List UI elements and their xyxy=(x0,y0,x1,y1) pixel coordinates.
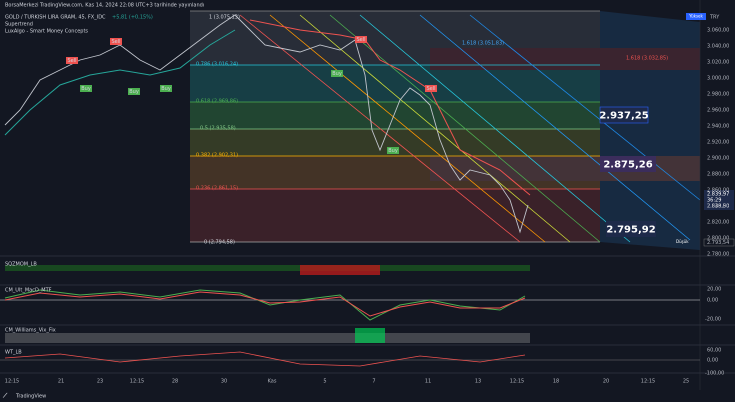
time-tick-label: 25 xyxy=(683,379,689,385)
pane-tick: 0,00 xyxy=(707,358,718,364)
pane-tick: 0,00 xyxy=(707,298,718,304)
currency: TRY xyxy=(709,15,720,21)
price-tick-label: 3.000,00 xyxy=(707,76,729,82)
low-value: 2.793,54 xyxy=(707,240,729,246)
pane-title: CM_Williams_Vix_Fix xyxy=(5,328,56,334)
fib-label: 0.786 (3.016,24) xyxy=(196,62,238,68)
price-axis: TRY Yüksek Düşük 2.793,54 2.839,97 36:29… xyxy=(676,0,735,390)
price-tick-label: 3.040,00 xyxy=(707,44,729,50)
price-tick-label: 2.920,00 xyxy=(707,140,729,146)
supertrend-down xyxy=(249,19,531,196)
extension-label: 1.618 (3.032,85) xyxy=(626,56,668,62)
indicator-panes: SQZMOM_LB CM_Ult_MacD_MTF CM_Williams_Vi… xyxy=(0,255,735,377)
time-tick-label: 12:15 xyxy=(510,379,524,385)
sell-signal: Sell xyxy=(67,58,76,64)
price-tick-label: 3.060,00 xyxy=(707,28,729,34)
pane-title: SQZMOM_LB xyxy=(5,262,37,268)
buy-signal: Buy xyxy=(81,86,91,92)
price-tick-label: 2.840,00 xyxy=(707,204,729,210)
pane-tick: 60,00 xyxy=(707,348,721,354)
price-tick-label: 2.900,00 xyxy=(707,156,729,162)
time-tick-label: 28 xyxy=(172,379,178,385)
buy-signal: Buy xyxy=(161,86,171,92)
footer-brand: TradingView xyxy=(15,394,46,400)
pane-title: CM_Ult_MacD_MTF xyxy=(5,288,52,294)
time-tick-label: 12:15 xyxy=(641,379,655,385)
time-tick-label: 5 xyxy=(323,379,326,385)
signals: Sell Sell Sell Sell Buy Buy Buy Buy Buy xyxy=(66,36,437,154)
fib-label: 0.382 (2.902,31) xyxy=(196,153,238,159)
price-tick-label: 2.860,00 xyxy=(707,188,729,194)
low-badge: Düşük xyxy=(676,239,689,244)
indicator-name: Supertrend xyxy=(5,22,33,28)
fib-zones xyxy=(190,11,700,250)
supertrend xyxy=(4,29,236,136)
pane-tick: -20,00 xyxy=(705,317,721,323)
price-tick-label: 2.780,00 xyxy=(707,252,729,258)
indicator-name: LuxAlgo - Smart Money Concepts xyxy=(5,29,88,35)
time-tick-label: 21 xyxy=(58,379,64,385)
pane-tick: 20,00 xyxy=(707,287,721,293)
time-tick-label: Kas xyxy=(268,379,277,385)
price-tick-label: 3.020,00 xyxy=(707,60,729,66)
time-axis: 12:15 21 23 12:15 28 30 Kas 5 7 11 13 12:15 18 20 12:1… xyxy=(5,379,689,385)
sell-signal: Sell xyxy=(356,37,365,43)
price-tick-label: 2.820,00 xyxy=(707,220,729,226)
time-tick-label: 23 xyxy=(97,379,103,385)
fib-labels: 1 (3.075,13) 0.786 (3.016,24) 0.618 (2.9… xyxy=(196,15,668,246)
pane-title: WT_LB xyxy=(5,350,22,356)
sell-signal: Sell xyxy=(111,39,120,45)
price-tick-label: 2.800,00 xyxy=(707,236,729,242)
price-boxes: 2.937,25 2.875,26 2.795,92 xyxy=(599,106,656,237)
fib-label: 0 (2.794,58) xyxy=(204,240,235,246)
pane-tick: -100,00 xyxy=(705,371,724,377)
fib-label: 1 (3.075,13) xyxy=(209,15,240,21)
countdown: 36:29 xyxy=(707,198,721,204)
price-box: 2.937,25 xyxy=(599,111,648,122)
bid-price: 2.838,50 xyxy=(707,204,729,210)
time-tick-label: 11 xyxy=(425,379,431,385)
high-badge: Yüksek xyxy=(688,14,703,19)
price-tick-label: 2.880,00 xyxy=(707,172,729,178)
time-tick-label: 12:15 xyxy=(130,379,144,385)
footer-logo: ⟋ xyxy=(2,393,8,400)
time-tick-label: 30 xyxy=(221,379,227,385)
time-tick-label: 7 xyxy=(372,379,375,385)
buy-signal: Buy xyxy=(388,148,398,154)
price-tick-label: 2.960,00 xyxy=(707,108,729,114)
fib-label: 0.5 (2.935,58) xyxy=(200,126,236,132)
time-tick-label: 12:15 xyxy=(5,379,19,385)
fib-label: 0.236 (2.861,15) xyxy=(196,186,238,192)
price-box: 2.875,26 xyxy=(603,160,652,171)
symbol-title: GOLD / TURKISH LIRA GRAM, 45, FX_IDC xyxy=(5,15,106,21)
change: +5,81 (+0,15%) xyxy=(112,15,153,21)
price-box: 2.795,92 xyxy=(606,225,655,236)
price-tick-label: 2.980,00 xyxy=(707,92,729,98)
buy-signal: Buy xyxy=(129,89,139,95)
fib-label: 0.618 (2.969,86) xyxy=(196,99,238,105)
time-tick-label: 18 xyxy=(553,379,559,385)
published-note: BorsaMerkezi TradingView.com, Kas 14, 20… xyxy=(5,3,204,9)
channel-lines xyxy=(239,14,701,243)
time-tick-label: 13 xyxy=(475,379,481,385)
time-tick-label: 20 xyxy=(603,379,609,385)
extension-label: 1.618 (3.051,83) xyxy=(462,41,504,47)
buy-signal: Buy xyxy=(332,71,342,77)
last-price: 2.839,97 xyxy=(707,192,729,198)
sell-signal: Sell xyxy=(426,86,435,92)
price-tick-label: 2.940,00 xyxy=(707,124,729,130)
